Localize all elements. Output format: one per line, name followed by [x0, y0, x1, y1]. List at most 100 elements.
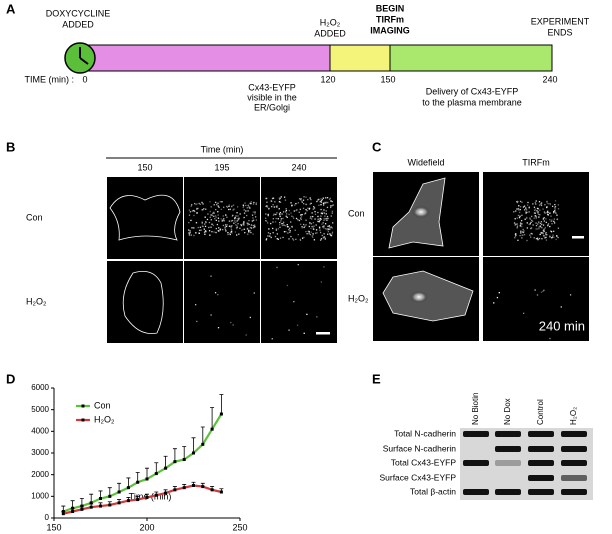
speckle [529, 218, 531, 220]
speckle [514, 236, 517, 238]
speckle [537, 213, 540, 215]
speckle [322, 197, 325, 199]
label-line: DOXYCYCLINE [46, 8, 111, 18]
speckle [540, 223, 543, 225]
micrograph [184, 261, 260, 343]
point [210, 427, 214, 431]
speckle [531, 220, 534, 222]
speckle [213, 211, 215, 214]
row-label: Total N-cadherin [394, 428, 456, 438]
speckle [324, 238, 326, 240]
speckle [316, 316, 318, 318]
speckle [319, 219, 321, 221]
speckle [521, 201, 523, 203]
speckle [211, 231, 213, 233]
speckle [191, 204, 193, 206]
speckle [300, 198, 302, 200]
speckle [196, 212, 199, 214]
speckle [532, 224, 534, 226]
point [210, 488, 214, 492]
speckle [538, 228, 540, 230]
speckle [319, 229, 321, 232]
axis-title: TIME (min) : [25, 74, 75, 84]
speckle [277, 218, 279, 220]
speckle [199, 226, 202, 228]
speckle [220, 218, 222, 220]
speckle [553, 236, 555, 238]
speckle [297, 202, 299, 204]
speckle [235, 224, 237, 226]
speckle [251, 214, 254, 216]
speckle [272, 214, 275, 217]
legend-marker [81, 418, 85, 422]
column-label: H₂O₂ [569, 407, 578, 425]
y-tick-label: 4000 [31, 426, 49, 435]
speckle [205, 220, 207, 223]
speckle [248, 206, 250, 208]
speckle [265, 220, 268, 222]
speckle [286, 284, 289, 287]
speckle [190, 205, 192, 207]
speckle [205, 208, 207, 210]
speckle [522, 206, 525, 208]
speckle [229, 233, 232, 236]
speckle [267, 232, 270, 234]
point [126, 499, 130, 503]
speckle [310, 231, 312, 233]
speckle [313, 239, 316, 241]
cell-outline [122, 270, 164, 335]
x-tick-label: 250 [232, 522, 247, 532]
speckle [539, 222, 541, 225]
speckle [290, 202, 292, 204]
speckle [544, 237, 546, 239]
speckle [518, 209, 520, 211]
speckle [203, 208, 205, 210]
speckle [317, 199, 319, 201]
speckle [553, 218, 556, 220]
band [463, 489, 489, 495]
speckle [227, 233, 229, 236]
speckle [266, 205, 268, 207]
point [173, 460, 177, 464]
speckle [538, 216, 540, 218]
speckle [313, 225, 315, 227]
speckle [298, 219, 301, 222]
speckle [526, 227, 528, 229]
speckle [549, 212, 551, 214]
speckle [550, 220, 552, 222]
point [80, 507, 84, 511]
speckle [225, 225, 228, 228]
speckle [313, 207, 316, 209]
speckle [247, 222, 249, 225]
speckle [308, 232, 310, 234]
speckle [557, 204, 560, 206]
speckle [236, 217, 238, 220]
y-tick-label: 6000 [31, 383, 49, 392]
speckle [248, 207, 251, 209]
speckle [329, 233, 331, 235]
speckle [282, 236, 284, 239]
speckle [520, 225, 522, 227]
speckle [526, 216, 528, 219]
speckle [254, 226, 256, 228]
speckle [325, 197, 327, 199]
speckle [210, 219, 212, 221]
speckle [214, 217, 216, 220]
band [528, 489, 554, 495]
speckle [225, 230, 227, 232]
speckle [520, 220, 523, 222]
speckle [252, 217, 254, 219]
speckle [193, 209, 195, 212]
band [561, 475, 587, 481]
speckle [191, 210, 193, 213]
speckle [545, 239, 548, 241]
speckle [544, 232, 547, 234]
speckle [524, 209, 526, 211]
speckle [224, 228, 227, 231]
speckle [513, 222, 516, 224]
speckle [250, 227, 253, 229]
speckle [204, 223, 206, 225]
speckle [327, 201, 329, 204]
speckle [310, 227, 312, 230]
speckle [322, 204, 325, 206]
